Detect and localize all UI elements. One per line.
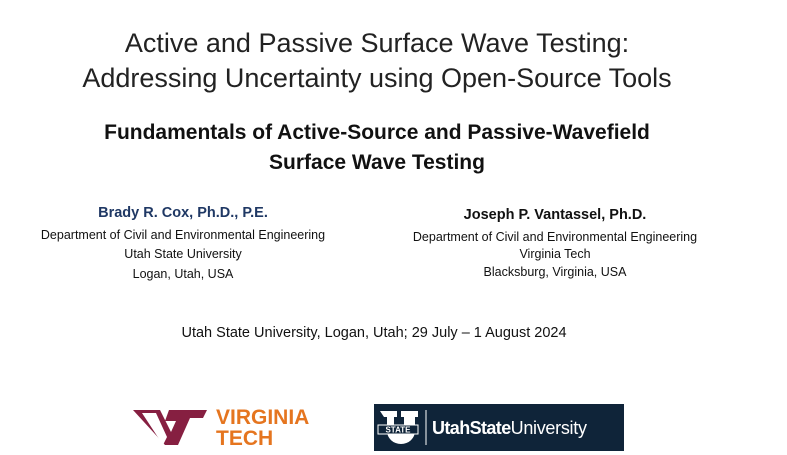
affiliation: Department of Civil and Environmental En…	[412, 230, 698, 244]
title-line: Active and Passive Surface Wave Testing:	[124, 28, 630, 58]
usu-wordmark-bold: UtahState	[432, 418, 511, 438]
title-line: Addressing Uncertainty using Open-Source…	[82, 63, 672, 93]
vt-wordmark: VIRGINIA	[216, 406, 309, 429]
affiliation: Blacksburg, Virginia, USA	[483, 265, 627, 279]
subtitle-line: Surface Wave Testing	[269, 151, 485, 174]
usu-state-band	[377, 424, 419, 435]
affiliation: Logan, Utah, USA	[132, 267, 234, 281]
author-name: Brady R. Cox, Ph.D., P.E.	[98, 205, 268, 221]
author-name: Joseph P. Vantassel, Ph.D.	[463, 207, 647, 223]
usu-wordmark: UtahStateUniversity	[432, 418, 587, 438]
usu-wordmark-regular: University	[511, 418, 587, 438]
usu-state-text: STATE	[385, 426, 411, 435]
event-line: Utah State University, Logan, Utah; 29 J…	[181, 325, 567, 341]
usu-u-mark	[380, 411, 418, 444]
affiliation: Virginia Tech	[519, 247, 591, 261]
subtitle-line: Fundamentals of Active-Source and Passiv…	[104, 121, 650, 144]
vt-mark	[133, 410, 207, 445]
vt-mark-cut	[142, 413, 167, 445]
affiliation: Department of Civil and Environmental En…	[40, 228, 326, 242]
vt-wordmark: TECH	[216, 427, 273, 450]
affiliation: Utah State University	[124, 247, 242, 261]
